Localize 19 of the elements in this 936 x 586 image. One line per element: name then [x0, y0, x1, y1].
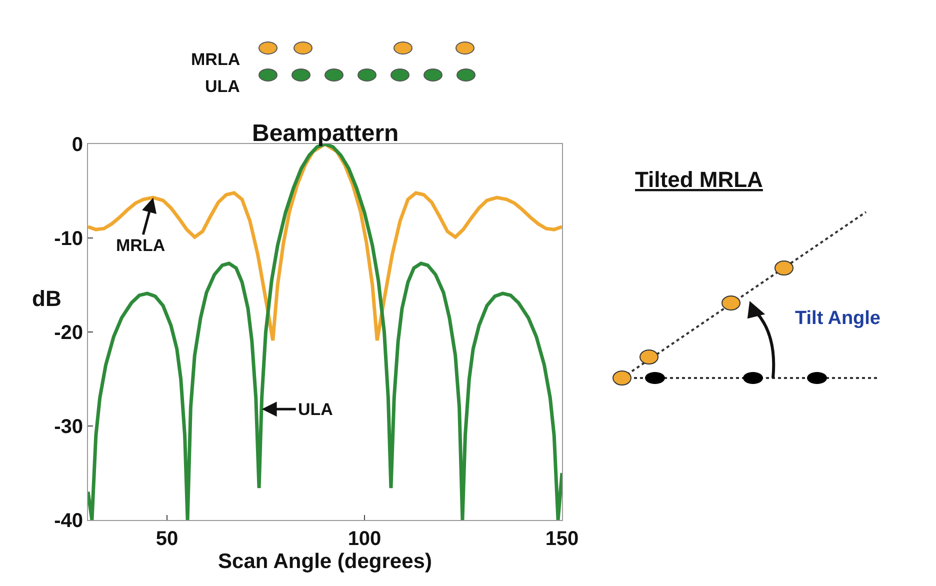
- line-series: [88, 144, 562, 342]
- legend-label: MRLA: [191, 50, 240, 69]
- annotation: MRLA: [116, 236, 166, 255]
- y-tick-label: -20: [54, 322, 83, 344]
- y-axis-title: dB: [32, 286, 62, 311]
- y-tick-label: -40: [54, 510, 83, 532]
- legend-label: ULA: [205, 77, 240, 96]
- y-tick-label: 0: [72, 134, 83, 156]
- text: Tilted MRLA: [635, 167, 764, 192]
- line-series: [88, 144, 562, 520]
- annotation: ULA: [298, 400, 333, 419]
- x-tick-label: 100: [348, 528, 382, 550]
- y-tick-label: -10: [54, 228, 83, 250]
- x-axis-title: Scan Angle (degrees): [218, 550, 432, 573]
- chart-title: Beampattern: [252, 120, 399, 147]
- y-tick-label: -30: [54, 416, 83, 438]
- text: Tilt Angle: [795, 308, 880, 329]
- x-tick-label: 50: [156, 528, 178, 550]
- x-tick-label: 150: [545, 528, 579, 550]
